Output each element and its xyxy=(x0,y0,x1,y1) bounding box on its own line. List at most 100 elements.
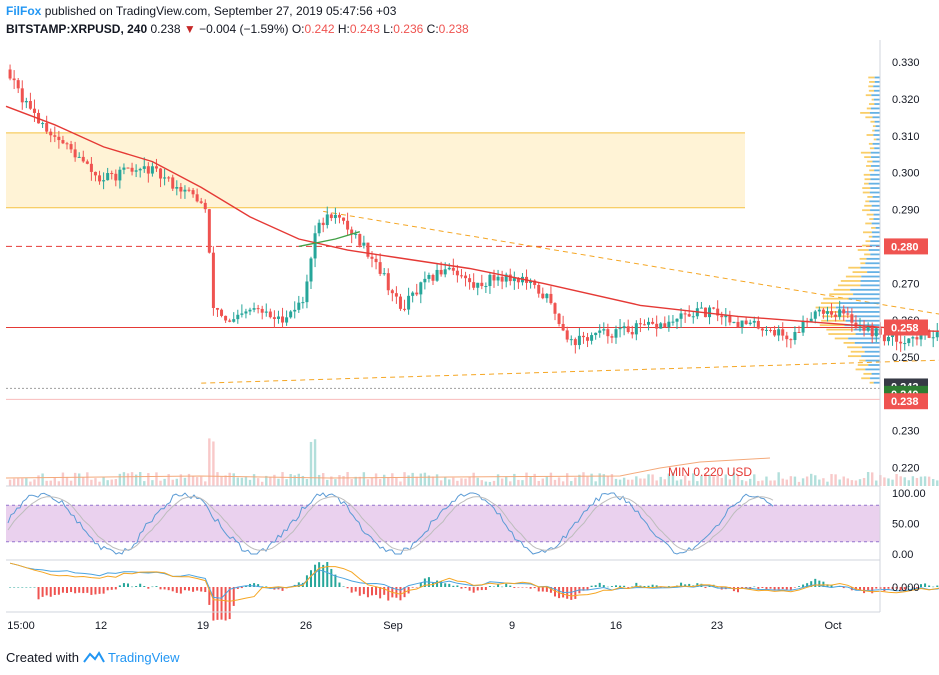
macd-histogram-bar xyxy=(9,587,12,588)
tradingview-brand[interactable]: TradingView xyxy=(108,650,180,665)
volume-profile-bar-sell xyxy=(866,134,874,136)
volume-bar xyxy=(553,479,557,486)
candle-body xyxy=(500,276,504,282)
volume-bar xyxy=(740,480,744,486)
macd-histogram-bar xyxy=(484,587,487,590)
volume-bar xyxy=(525,472,528,486)
macd-histogram-bar xyxy=(647,585,650,587)
candle-body xyxy=(106,173,110,181)
x-tick-label: 12 xyxy=(95,620,107,632)
macd-histogram-bar xyxy=(533,587,536,589)
candle-body xyxy=(899,341,903,344)
volume-bar xyxy=(73,472,77,486)
macd-histogram-bar xyxy=(102,587,105,594)
volume-bar xyxy=(49,480,52,486)
candle-body xyxy=(203,202,207,210)
volume-profile-bar-buy xyxy=(874,103,880,105)
volume-profile-bar-buy xyxy=(873,213,880,216)
volume-bar xyxy=(370,477,374,486)
candle-body xyxy=(903,343,907,345)
macd-histogram-bar xyxy=(448,583,451,587)
volume-bar xyxy=(907,480,910,486)
macd-histogram-bar xyxy=(25,587,28,588)
macd-histogram-bar xyxy=(212,587,215,621)
candle-body xyxy=(638,323,642,325)
volume-profile-bar-buy xyxy=(872,116,880,119)
volume-bar xyxy=(643,478,646,486)
macd-histogram-bar xyxy=(122,583,125,587)
candle-body xyxy=(370,256,374,259)
volume-bar xyxy=(561,481,565,486)
volume-profile-bar-buy xyxy=(871,231,880,234)
macd-histogram-bar xyxy=(452,585,455,587)
volume-bar xyxy=(927,476,931,486)
macd-histogram-bar xyxy=(802,584,805,587)
stoch-tick-label: 0.00 xyxy=(892,549,913,561)
candle-body xyxy=(455,270,459,276)
candle-body xyxy=(16,80,20,89)
volume-bar xyxy=(143,481,146,486)
macd-histogram-bar xyxy=(114,587,117,590)
chart-area[interactable]: MIN 0.220 USD 0.330 0.320 0.310 0.300 0.290 0… xyxy=(0,0,939,645)
volume-bar xyxy=(212,441,215,486)
macd-histogram-bar xyxy=(509,585,512,587)
volume-profile-bar-buy xyxy=(874,89,880,92)
candle-body xyxy=(346,220,350,230)
volume-bar xyxy=(167,474,170,486)
volume-bar xyxy=(342,476,345,486)
candle-body xyxy=(305,281,309,303)
macd-histogram-bar xyxy=(541,587,544,592)
resistance-zone xyxy=(6,132,745,208)
publisher-name[interactable]: FilFox xyxy=(6,4,42,18)
volume-bar xyxy=(753,474,756,486)
volume-bar xyxy=(777,472,780,486)
volume-bar xyxy=(732,472,736,486)
candle-body xyxy=(81,156,85,162)
macd-pane[interactable] xyxy=(9,550,939,631)
price-pane[interactable]: MIN 0.220 USD xyxy=(5,40,939,486)
volume-bar xyxy=(236,477,239,486)
candle-body xyxy=(874,328,878,337)
volume-bar xyxy=(114,479,117,486)
candle-body xyxy=(911,337,915,339)
volume-profile-bar-buy xyxy=(874,129,880,132)
macd-histogram-bar xyxy=(464,587,467,589)
volume-bar xyxy=(789,476,793,486)
volume-profile-bar-sell xyxy=(860,111,870,114)
tradingview-logo-icon xyxy=(82,651,105,663)
candle-body xyxy=(207,209,211,253)
macd-histogram-bar xyxy=(147,587,150,589)
candle-body xyxy=(622,326,626,329)
volume-bar xyxy=(147,473,150,486)
volume-bar xyxy=(244,476,248,486)
macd-histogram-bar xyxy=(537,587,540,592)
high-label: H: xyxy=(337,22,350,36)
macd-histogram-bar xyxy=(761,587,764,588)
macd-histogram-bar xyxy=(867,587,870,591)
volume-bar xyxy=(240,477,244,486)
volume-bar xyxy=(671,472,675,486)
volume-bar xyxy=(919,476,923,486)
volume-bar xyxy=(126,473,130,486)
candle-body xyxy=(12,78,16,81)
volume-bar xyxy=(216,472,219,486)
volume-profile-bar-buy xyxy=(870,107,880,110)
volume-bar xyxy=(936,480,939,486)
candle-body xyxy=(838,309,842,317)
candle-body xyxy=(163,177,167,179)
macd-histogram-bar xyxy=(789,587,792,590)
volume-bar xyxy=(590,473,593,486)
stoch-rsi-pane[interactable] xyxy=(6,492,880,555)
macd-histogram-bar xyxy=(228,587,231,620)
volume-bar xyxy=(309,441,313,486)
candle-body xyxy=(195,194,199,202)
macd-histogram-bar xyxy=(590,585,593,587)
candle-body xyxy=(248,309,252,312)
volume-bar xyxy=(374,473,378,486)
volume-bar xyxy=(53,477,56,486)
macd-histogram-bar xyxy=(310,570,312,587)
volume-bar xyxy=(895,474,898,486)
candle-body xyxy=(708,307,712,318)
volume-bar xyxy=(720,477,723,486)
macd-histogram-bar xyxy=(476,587,479,591)
